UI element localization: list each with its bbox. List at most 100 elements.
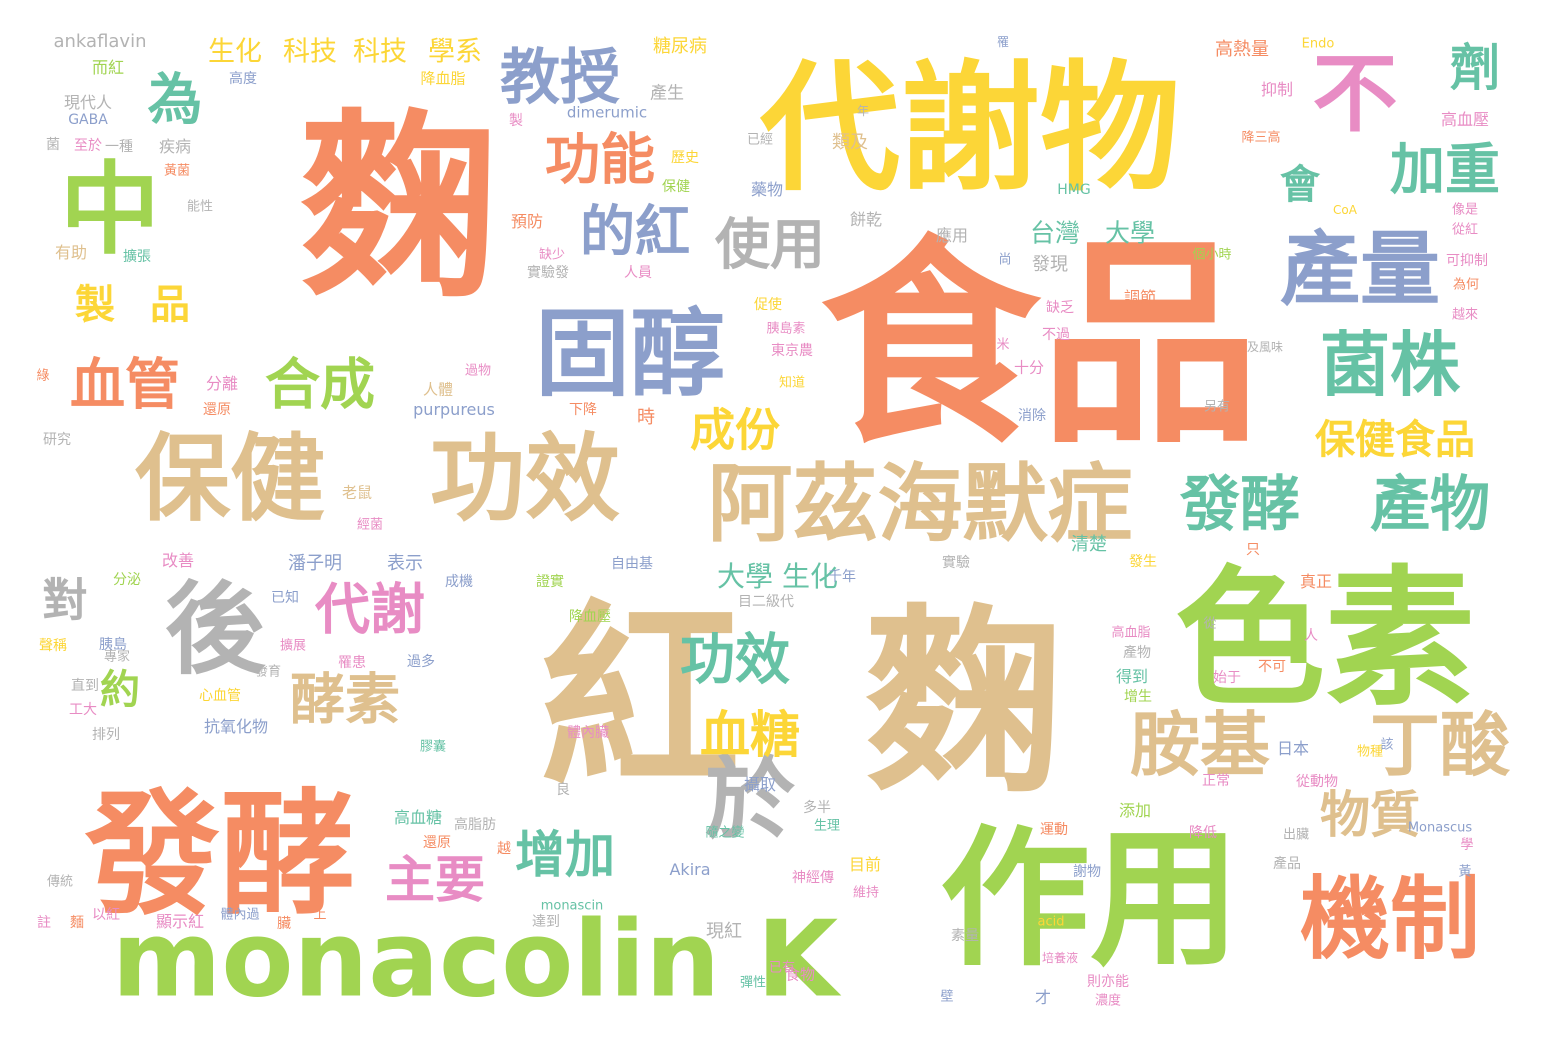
cloud-word: 擴展 bbox=[279, 638, 307, 654]
cloud-word: 已知 bbox=[271, 590, 299, 606]
cloud-word: 降低 bbox=[1189, 825, 1217, 841]
cloud-word: 降血脂 bbox=[420, 69, 466, 88]
cloud-word: 降三高 bbox=[1241, 130, 1281, 146]
cloud-word: 下降 bbox=[569, 402, 597, 418]
cloud-word: 隨之變 bbox=[705, 825, 745, 841]
cloud-word: 功能 bbox=[544, 127, 656, 192]
cloud-word: 胺基 bbox=[1130, 704, 1270, 786]
cloud-word: 胰島素 bbox=[766, 321, 806, 337]
cloud-word: 日本 bbox=[1276, 739, 1310, 758]
cloud-word: 紅 bbox=[539, 583, 741, 816]
cloud-word: 酵素 bbox=[289, 667, 401, 732]
cloud-word: 至於 bbox=[74, 138, 102, 154]
cloud-word: 人體 bbox=[422, 380, 454, 399]
cloud-word: 像是 bbox=[1451, 202, 1479, 218]
cloud-word: 胰島 bbox=[99, 637, 127, 653]
cloud-word: 謝物 bbox=[1073, 864, 1101, 880]
cloud-word: 的紅 bbox=[579, 199, 691, 264]
cloud-word: 過多 bbox=[407, 654, 435, 670]
cloud-word: 實驗 bbox=[942, 555, 970, 571]
cloud-word: 千年 bbox=[828, 569, 856, 585]
cloud-word: 東京農 bbox=[771, 343, 813, 359]
cloud-word: 物種 bbox=[1356, 744, 1384, 760]
cloud-word: 自由基 bbox=[611, 556, 653, 572]
cloud-word: 真正 bbox=[1299, 572, 1333, 591]
cloud-word: 促使 bbox=[754, 297, 782, 313]
cloud-word: 實驗發 bbox=[527, 265, 569, 281]
cloud-word: monascin bbox=[540, 898, 604, 914]
cloud-word: 高熱量 bbox=[1215, 39, 1269, 60]
cloud-word: 分離 bbox=[205, 374, 239, 393]
cloud-word: 中 bbox=[60, 151, 160, 268]
cloud-word: 已有 bbox=[768, 960, 796, 976]
cloud-word: 不 bbox=[1312, 45, 1398, 145]
cloud-word: 高脂肪 bbox=[454, 817, 496, 833]
cloud-word: 約 bbox=[100, 667, 140, 713]
cloud-word: 加重 bbox=[1389, 137, 1501, 202]
cloud-word: 壁 bbox=[940, 989, 954, 1005]
cloud-word: 體內臟 bbox=[567, 725, 609, 741]
cloud-word: ankaflavin bbox=[53, 31, 147, 52]
cloud-word: 膠囊 bbox=[419, 739, 447, 755]
cloud-word: 另有 bbox=[1203, 399, 1231, 415]
cloud-word: 人 bbox=[1304, 628, 1318, 644]
cloud-word: 生化 bbox=[208, 36, 262, 68]
cloud-word: 發酵 bbox=[85, 776, 355, 934]
cloud-word: 後 bbox=[165, 571, 265, 688]
cloud-word: 目前 bbox=[848, 855, 882, 874]
cloud-word: 食物 bbox=[784, 965, 816, 984]
cloud-word: acid bbox=[1037, 914, 1065, 930]
cloud-word: 時 bbox=[637, 407, 655, 428]
cloud-word: 清楚 bbox=[1071, 534, 1107, 555]
cloud-word: 高度 bbox=[229, 71, 257, 87]
cloud-word: 從 bbox=[1203, 616, 1217, 632]
cloud-word: 及風味 bbox=[1246, 340, 1284, 354]
cloud-word: 對 bbox=[42, 573, 88, 627]
cloud-word: 產量 bbox=[1280, 223, 1440, 316]
cloud-word: 黃菌 bbox=[163, 163, 191, 179]
cloud-word: 為 bbox=[147, 67, 203, 132]
cloud-word: 上 bbox=[313, 907, 327, 923]
cloud-word: 大學 bbox=[1104, 218, 1156, 248]
cloud-word: 功效 bbox=[679, 627, 791, 692]
cloud-word: 維持 bbox=[852, 885, 880, 901]
cloud-word: 證實 bbox=[536, 574, 564, 590]
cloud-word: 製 bbox=[75, 282, 115, 328]
cloud-word: 過物 bbox=[464, 363, 492, 379]
cloud-word: 添加 bbox=[1118, 801, 1152, 820]
cloud-word: 從動物 bbox=[1296, 774, 1338, 790]
cloud-word: 高血壓 bbox=[1440, 110, 1490, 129]
cloud-word: 增加 bbox=[515, 826, 615, 884]
cloud-word: 阿茲海默症 bbox=[707, 455, 1133, 555]
cloud-word: 越來 bbox=[1451, 307, 1479, 323]
cloud-word: 血糖 bbox=[700, 706, 800, 764]
cloud-word: 該 bbox=[1380, 737, 1394, 753]
cloud-word: 發酵 bbox=[1180, 470, 1300, 540]
cloud-word: 直到 bbox=[71, 678, 99, 694]
cloud-word: 黃 bbox=[1458, 864, 1472, 880]
cloud-word: 專家 bbox=[103, 649, 131, 665]
cloud-word: 罹患 bbox=[338, 655, 366, 671]
cloud-word: 產品 bbox=[1273, 856, 1301, 872]
cloud-word: 糖尿病 bbox=[653, 36, 707, 57]
cloud-word: 科技 bbox=[353, 36, 407, 68]
cloud-word: 正常 bbox=[1202, 773, 1230, 789]
cloud-word: 固醇 bbox=[534, 299, 726, 410]
cloud-word: 台灣 bbox=[1029, 218, 1081, 248]
cloud-word: 降血壓 bbox=[569, 609, 611, 625]
cloud-word: Endo bbox=[1301, 36, 1335, 52]
cloud-word: 註 bbox=[37, 915, 51, 931]
cloud-word: 色素 bbox=[1174, 553, 1476, 727]
cloud-word: 學 bbox=[1460, 837, 1474, 853]
cloud-word: 經菌 bbox=[356, 517, 384, 533]
cloud-word: 消除 bbox=[1018, 408, 1046, 424]
cloud-word: 疾病 bbox=[158, 137, 192, 156]
cloud-word: 越 bbox=[497, 841, 511, 857]
cloud-word: 使用 bbox=[714, 212, 826, 277]
cloud-word: 良 bbox=[556, 782, 570, 798]
cloud-word: 還原 bbox=[423, 835, 451, 851]
cloud-word: 已經 bbox=[746, 132, 774, 148]
cloud-word: GABA bbox=[68, 112, 108, 128]
cloud-word: 則亦能 bbox=[1087, 974, 1129, 990]
cloud-word: 為何 bbox=[1452, 277, 1480, 293]
